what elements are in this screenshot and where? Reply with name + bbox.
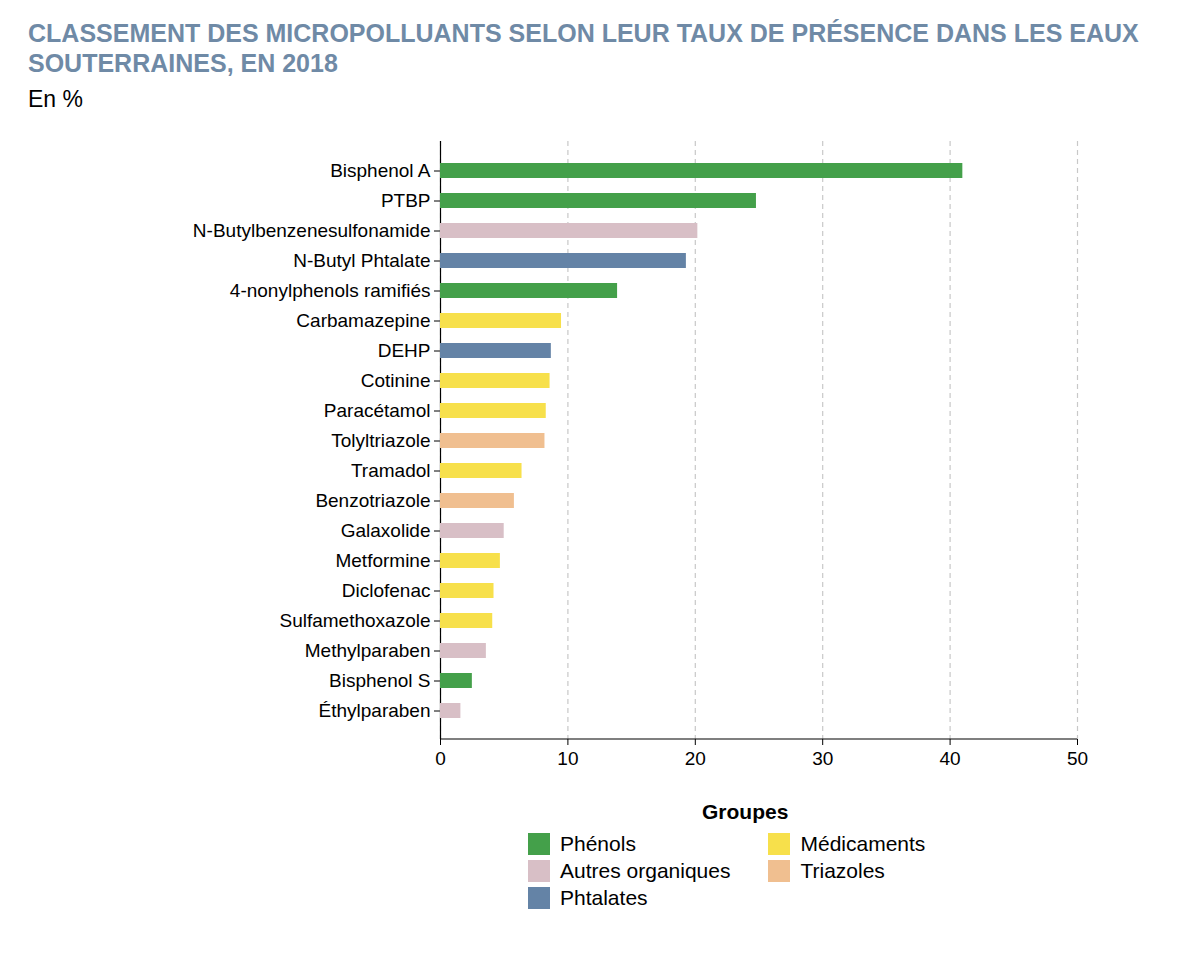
svg-text:40: 40 <box>940 748 961 769</box>
html-text:Autres organiques: Autres organiques <box>560 859 731 882</box>
svg-text:N-Butyl Phtalate: N-Butyl Phtalate <box>293 250 430 271</box>
svg-text:Carbamazepine: Carbamazepine <box>296 310 430 331</box>
svg-text:4-nonylphenols ramifiés: 4-nonylphenols ramifiés <box>230 280 431 301</box>
svg-text:Bisphenol A: Bisphenol A <box>330 160 431 181</box>
svg-text:DEHP: DEHP <box>378 340 431 361</box>
html-text:Phtalates: Phtalates <box>560 886 648 909</box>
svg-text:Bisphenol S: Bisphenol S <box>329 670 430 691</box>
svg-text:Metformine: Metformine <box>335 550 430 571</box>
svg-text:N-Butylbenzenesulfonamide: N-Butylbenzenesulfonamide <box>193 220 431 241</box>
html-text:CLASSEMENT DES MICROPOLLUANTS: CLASSEMENT DES MICROPOLLUANTS SELON LEUR… <box>28 19 1139 77</box>
svg-text:10: 10 <box>557 748 578 769</box>
svg-text:Tramadol: Tramadol <box>351 460 431 481</box>
html-text:Médicaments: Médicaments <box>800 832 926 855</box>
svg-text:0: 0 <box>435 748 446 769</box>
svg-text:Éthylparaben: Éthylparaben <box>319 700 431 721</box>
svg-text:Benzotriazole: Benzotriazole <box>315 490 430 511</box>
svg-text:Methylparaben: Methylparaben <box>305 640 431 661</box>
svg-text:Cotinine: Cotinine <box>361 370 431 391</box>
svg-text:Paracétamol: Paracétamol <box>324 400 431 421</box>
svg-text:PTBP: PTBP <box>381 190 431 211</box>
svg-text:Galaxolide: Galaxolide <box>341 520 431 541</box>
svg-text:20: 20 <box>685 748 706 769</box>
html-text:Groupes: Groupes <box>702 800 789 823</box>
svg-text:Tolyltriazole: Tolyltriazole <box>331 430 430 451</box>
html-text:En %: En % <box>28 86 83 112</box>
svg-text:Sulfamethoxazole: Sulfamethoxazole <box>279 610 430 631</box>
html-text:Phénols: Phénols <box>560 832 636 855</box>
svg-text:30: 30 <box>812 748 833 769</box>
html-text:Triazoles: Triazoles <box>800 859 885 882</box>
svg-text:50: 50 <box>1067 748 1088 769</box>
svg-text:Diclofenac: Diclofenac <box>342 580 431 601</box>
